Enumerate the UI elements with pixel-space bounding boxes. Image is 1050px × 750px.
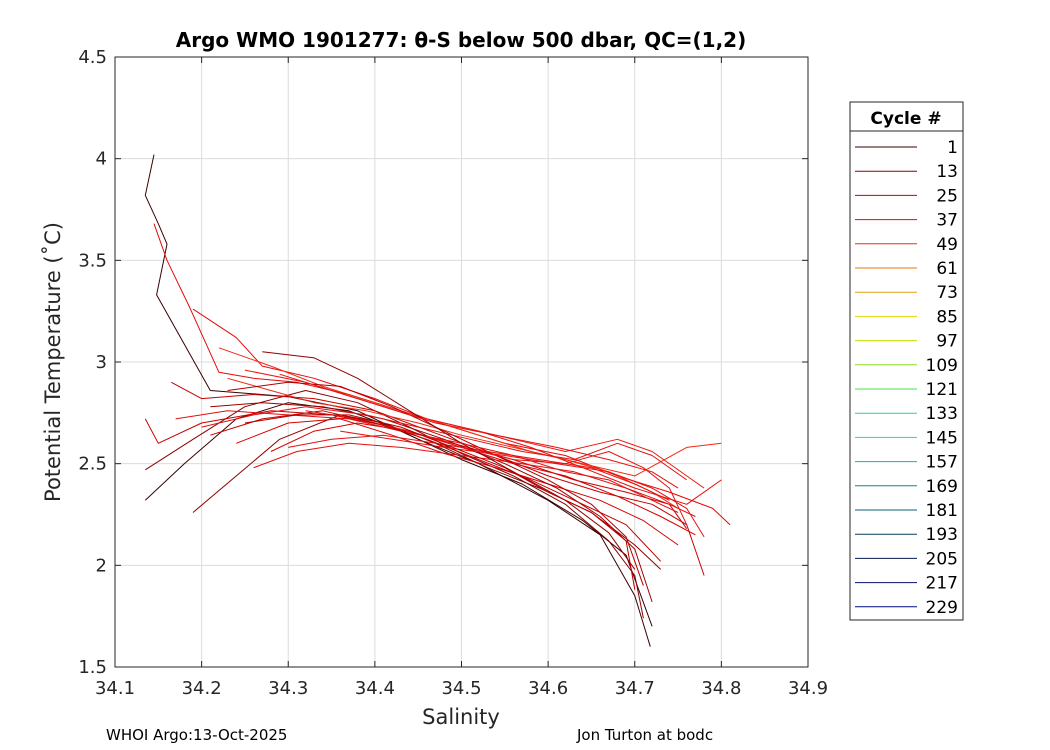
y-tick-label: 4 <box>96 149 107 170</box>
legend-label: 85 <box>936 307 958 327</box>
legend-label: 49 <box>936 235 958 255</box>
legend-label: 73 <box>936 283 958 303</box>
legend: Cycle # 1 13 25 37 49 61 73 85 97 109 121 133 145 157… <box>849 101 964 621</box>
x-tick-label: 34.8 <box>701 678 741 699</box>
legend-label: 1 <box>947 138 958 158</box>
legend-entries: 1 13 25 37 49 61 73 85 97 109 121 133 145 157 169 181 19… <box>855 138 958 618</box>
legend-label: 169 <box>926 477 958 497</box>
legend-label: 157 <box>926 453 958 473</box>
footer-left: WHOI Argo:13-Oct-2025 <box>106 726 288 744</box>
series-line-e2 <box>270 422 696 536</box>
series-line-e13 <box>340 430 705 538</box>
series-line-49 <box>218 347 722 477</box>
legend-label: 109 <box>926 356 958 376</box>
series-line-e14 <box>279 373 679 489</box>
series-line-e1 <box>236 418 679 546</box>
series-line-e5 <box>201 406 687 481</box>
footer-right: Jon Turton at bodc <box>577 726 714 744</box>
y-axis-label: Potential Temperature (˚C) <box>41 222 65 502</box>
chart-title: Argo WMO 1901277: θ-S below 500 dbar, QC… <box>176 28 746 52</box>
y-tick-label: 3 <box>96 352 107 373</box>
x-tick-label: 34.9 <box>788 678 828 699</box>
legend-label: 229 <box>926 598 958 618</box>
series-line-e11 <box>305 410 688 525</box>
y-tick-label: 3.5 <box>78 250 107 271</box>
legend-label: 37 <box>936 211 958 231</box>
x-tick-label: 34.5 <box>441 678 481 699</box>
legend-label: 181 <box>926 501 958 521</box>
series-line-e15 <box>244 414 636 590</box>
series-group <box>144 154 731 647</box>
y-tick-label: 4.5 <box>78 47 107 68</box>
legend-label: 97 <box>936 332 958 352</box>
series-line-49b <box>227 377 679 509</box>
legend-label: 217 <box>926 574 958 594</box>
legend-label: 193 <box>926 525 958 545</box>
legend-label: 133 <box>926 404 958 424</box>
x-tick-label: 34.4 <box>355 678 395 699</box>
legend-box <box>849 101 964 621</box>
y-tick-label: 2 <box>96 555 107 576</box>
ticks: 34.1 34.2 34.3 34.4 34.5 34.6 34.7 34.8 34.91.52… <box>78 47 828 699</box>
x-tick-label: 34.1 <box>95 678 135 699</box>
legend-label: 61 <box>936 259 958 279</box>
x-tick-label: 34.7 <box>615 678 655 699</box>
x-axis-label: Salinity <box>422 705 500 729</box>
series-line-e10 <box>175 410 679 513</box>
series-line-e7 <box>288 434 670 501</box>
series-line-e6 <box>227 381 644 586</box>
legend-label: 145 <box>926 428 958 448</box>
legend-title: Cycle # <box>870 109 941 129</box>
legend-label: 205 <box>926 549 958 569</box>
legend-label: 25 <box>936 186 958 206</box>
series-line-e12 <box>210 410 662 562</box>
x-tick-label: 34.2 <box>182 678 222 699</box>
legend-label: 121 <box>926 380 958 400</box>
y-tick-label: 1.5 <box>78 657 107 678</box>
x-tick-label: 34.6 <box>528 678 568 699</box>
x-tick-label: 34.3 <box>268 678 308 699</box>
y-tick-label: 2.5 <box>78 454 107 475</box>
legend-label: 13 <box>936 162 958 182</box>
